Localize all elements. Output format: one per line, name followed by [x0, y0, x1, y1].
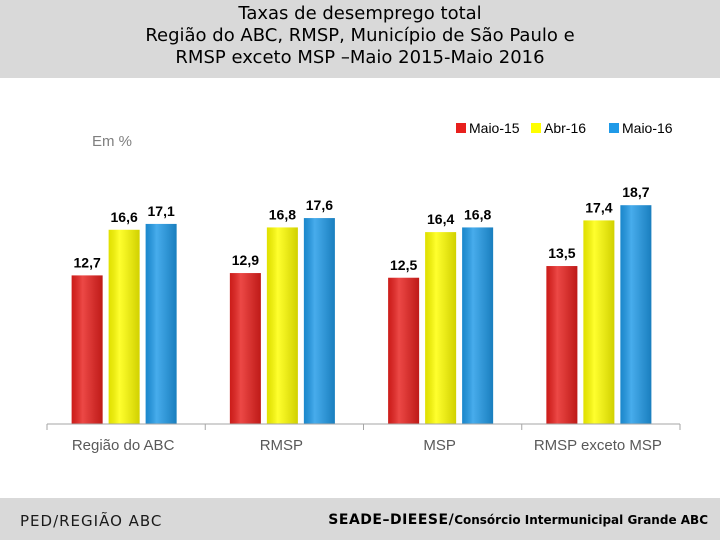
value-label: 16,8 [464, 206, 491, 222]
bar-shading [229, 273, 261, 424]
bar-shading [71, 275, 103, 424]
legend-swatch-maio-15 [456, 123, 466, 133]
footer-source-main: SEADE–DIEESE/ [328, 512, 455, 528]
value-label: 16,8 [269, 206, 296, 222]
bar-shading [620, 205, 652, 424]
legend-label-maio-16: Maio-16 [622, 120, 673, 136]
bar-shading [583, 220, 615, 424]
legend-label-abr-16: Abr-16 [544, 120, 586, 136]
footer-source-consortium: Consórcio Intermunicipal Grande ABC [454, 513, 708, 527]
bar-shading [425, 232, 457, 424]
value-label: 17,6 [306, 197, 333, 213]
bar-shading [145, 223, 177, 424]
bar-shading [388, 277, 420, 424]
value-label: 16,4 [427, 211, 454, 227]
title-line-1: Taxas de desemprego total [238, 3, 482, 24]
x-axis-ticks [46, 424, 681, 430]
value-label: 12,9 [232, 252, 259, 268]
value-labels: 12,7 16,6 17,1 12,9 16,8 17,6 12,5 16,4 16,8 13,5… [74, 184, 650, 273]
value-label: 12,7 [74, 254, 101, 270]
value-label: 16,6 [111, 209, 138, 225]
legend: Maio-15 Abr-16 Maio-16 [456, 120, 673, 136]
value-label: 17,1 [148, 203, 175, 219]
bar-shading [462, 227, 494, 424]
category-label: Região do ABC [72, 437, 175, 454]
value-label: 13,5 [548, 245, 575, 261]
footer-source-left: PED/REGIÃO ABC [20, 512, 163, 530]
footer-source-right: SEADE–DIEESE/Consórcio Intermunicipal Gr… [328, 512, 708, 528]
legend-swatch-abr-16 [531, 123, 541, 133]
bar-shading [303, 218, 335, 424]
unemployment-bar-chart: Em % Maio-15 Abr-16 Maio-16 12,716,6 17,112… [46, 120, 681, 454]
legend-label-maio-15: Maio-15 [469, 120, 520, 136]
title-line-2: Região do ABC, RMSP, Município de São Pa… [145, 25, 575, 46]
bar-shading [546, 266, 578, 424]
footer: PED/REGIÃO ABC SEADE–DIEESE/Consórcio In… [0, 498, 720, 540]
category-label: RMSP [260, 437, 303, 454]
slide-title: Taxas de desemprego total Região do ABC,… [0, 0, 720, 78]
bars [71, 205, 652, 424]
category-label: RMSP exceto MSP [534, 437, 662, 454]
chart-area: Em % Maio-15 Abr-16 Maio-16 12,7 16,6 17,1 12… [0, 78, 720, 498]
bar-shading [108, 229, 140, 424]
value-label: 18,7 [622, 184, 649, 200]
bar-shading [266, 227, 298, 424]
value-label: 17,4 [585, 199, 612, 215]
unit-label: Em % [92, 133, 132, 150]
value-label: 12,5 [390, 257, 417, 273]
category-labels: Região do ABC RMSP MSP RMSP exceto MSP [72, 437, 662, 454]
legend-swatch-maio-16 [609, 123, 619, 133]
category-label: MSP [423, 437, 456, 454]
title-line-3: RMSP exceto MSP –Maio 2015-Maio 2016 [175, 47, 545, 68]
